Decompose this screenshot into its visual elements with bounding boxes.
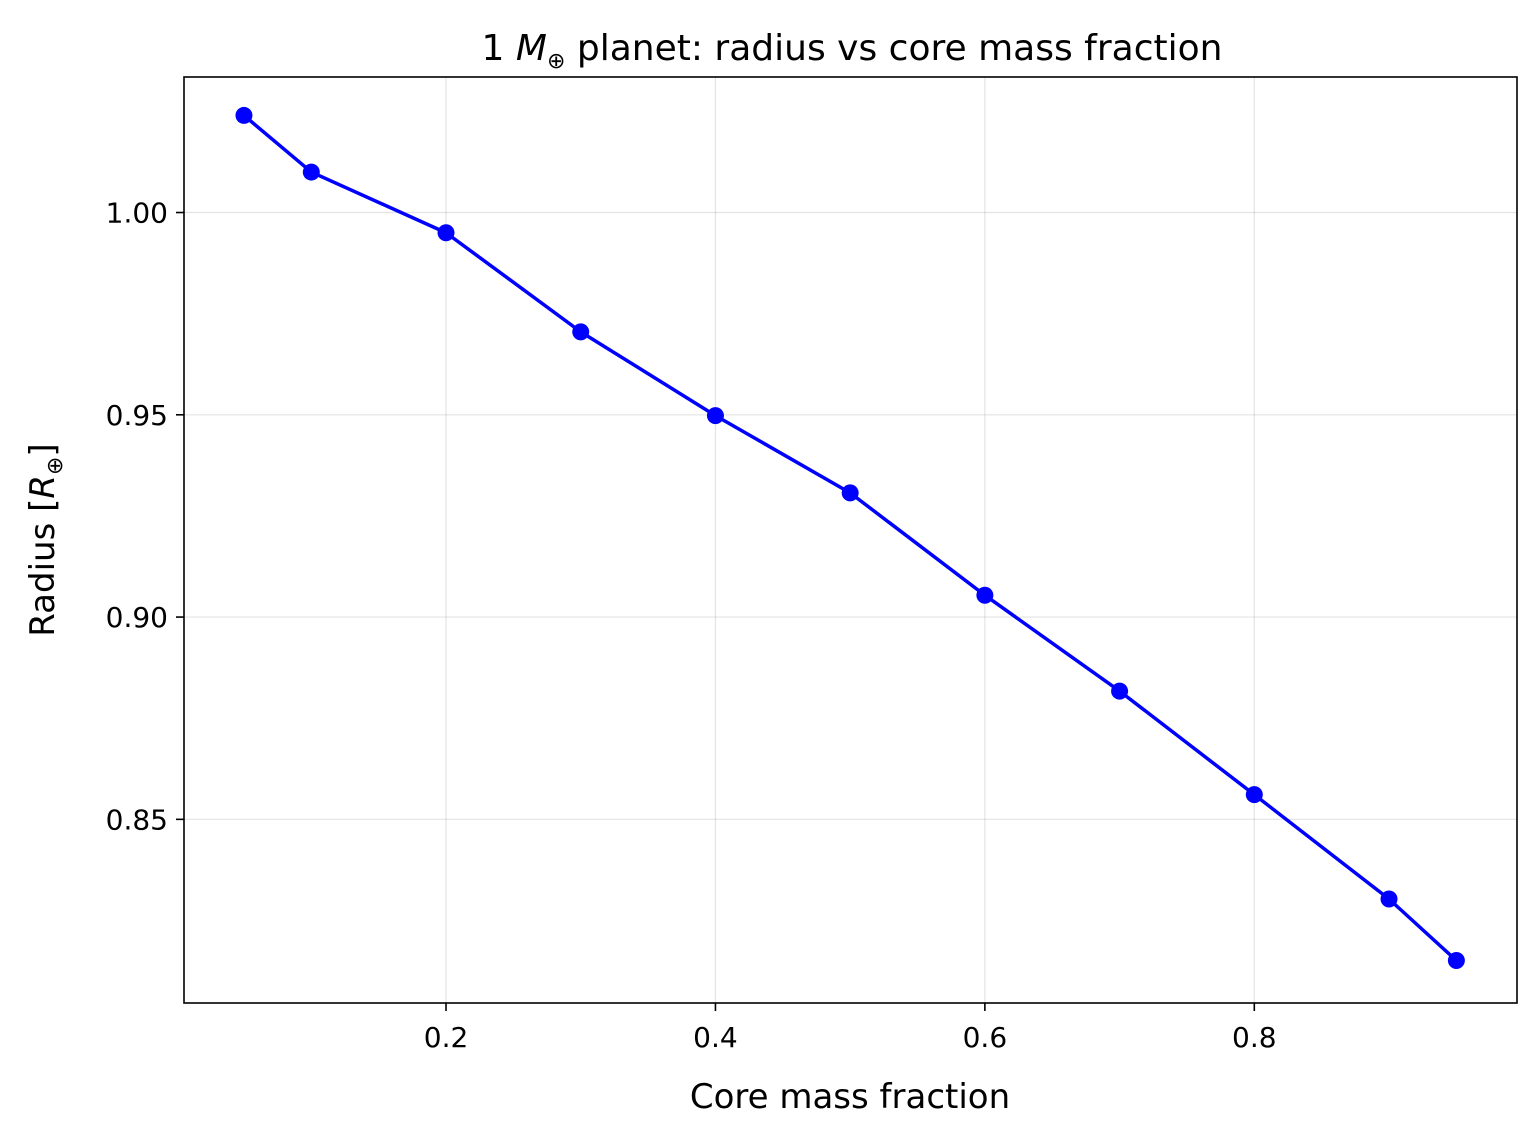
data-point xyxy=(1245,786,1263,804)
data-point xyxy=(1447,952,1465,970)
x-tick-label: 0.6 xyxy=(963,1021,1008,1054)
y-axis: 0.85 0.90 0.95 1.00 xyxy=(106,197,184,836)
grid xyxy=(184,77,1517,1003)
x-tick-label: 0.8 xyxy=(1232,1021,1277,1054)
data-point xyxy=(1111,682,1129,700)
data-point xyxy=(235,106,253,124)
x-axis: 0.2 0.4 0.6 0.8 xyxy=(424,1003,1277,1054)
y-tick-label: 0.85 xyxy=(106,803,168,836)
y-axis-title: Radius [R⊕] xyxy=(23,443,68,636)
data-point xyxy=(572,323,590,341)
y-tick-label: 0.95 xyxy=(106,399,168,432)
data-point xyxy=(706,407,724,425)
y-tick-label: 0.90 xyxy=(106,601,168,634)
x-tick-label: 0.2 xyxy=(424,1021,469,1054)
y-tick-label: 1.00 xyxy=(106,197,168,230)
series-line xyxy=(242,114,1458,962)
data-point xyxy=(841,484,859,502)
data-point xyxy=(302,163,320,181)
plot-frame xyxy=(183,76,1518,1004)
data-point xyxy=(976,586,994,604)
chart-title: 1 M⊕ planet: radius vs core mass fractio… xyxy=(482,28,1223,74)
x-axis-title: Core mass fraction xyxy=(690,1077,1010,1117)
series-group xyxy=(235,106,1465,970)
data-point xyxy=(1380,890,1398,908)
x-tick-label: 0.4 xyxy=(693,1021,738,1054)
data-point xyxy=(437,224,455,242)
